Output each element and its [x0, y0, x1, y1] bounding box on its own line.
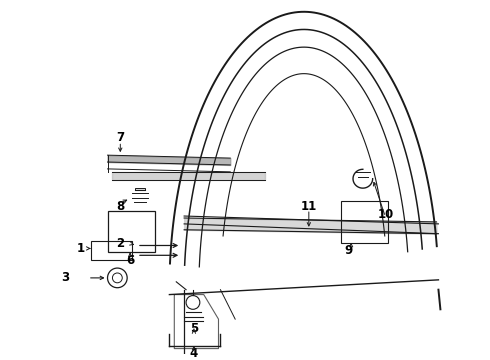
Bar — [341, 201, 389, 243]
Text: 10: 10 — [377, 208, 393, 221]
Text: 9: 9 — [344, 244, 352, 257]
Text: 5: 5 — [190, 323, 198, 336]
Text: 7: 7 — [116, 131, 124, 144]
Text: 3: 3 — [61, 271, 70, 284]
Text: 6: 6 — [126, 254, 134, 267]
Text: 11: 11 — [301, 200, 317, 213]
Text: 2: 2 — [116, 237, 124, 250]
Text: 4: 4 — [190, 347, 198, 360]
Text: 1: 1 — [77, 242, 85, 255]
Bar — [91, 240, 132, 260]
Bar — [135, 188, 145, 190]
Bar — [107, 211, 155, 252]
Text: 8: 8 — [116, 200, 124, 213]
